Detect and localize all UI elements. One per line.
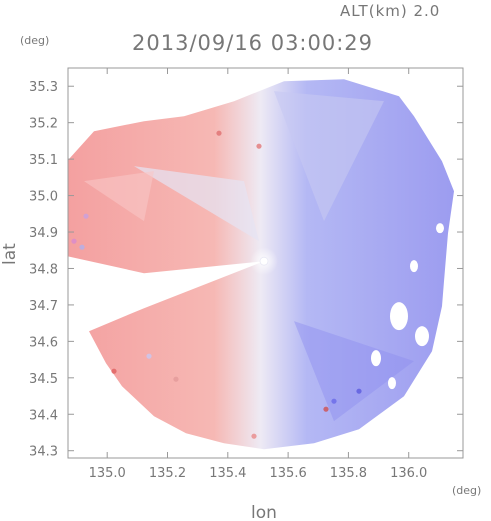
x-unit-label: (deg) bbox=[452, 484, 481, 497]
y-tick-label: 34.9 bbox=[29, 226, 58, 241]
x-axis-ticks: 135.0 135.2 135.4 135.6 135.8 136.0 bbox=[89, 68, 427, 481]
y-axis-label: lat bbox=[0, 243, 20, 265]
echo-speckle bbox=[79, 244, 85, 250]
echo-speckle bbox=[256, 143, 262, 149]
echo-speckle bbox=[331, 398, 337, 404]
y-tick-label: 35.2 bbox=[29, 117, 58, 132]
no-data-gap bbox=[389, 302, 408, 331]
x-tick-label: 135.6 bbox=[270, 466, 307, 481]
velocity-tint-patch bbox=[133, 166, 259, 242]
echo-speckle bbox=[356, 388, 362, 394]
echo-speckle bbox=[146, 353, 152, 359]
x-tick-label: 135.0 bbox=[89, 466, 126, 481]
x-tick-label: 135.4 bbox=[209, 466, 246, 481]
y-tick-label: 34.3 bbox=[29, 445, 58, 460]
echo-speckle bbox=[251, 433, 257, 439]
echo-speckle bbox=[323, 406, 329, 412]
no-data-gap bbox=[409, 260, 418, 273]
y-tick-label: 35.0 bbox=[29, 190, 58, 205]
echo-speckle bbox=[173, 376, 179, 382]
y-tick-label: 35.3 bbox=[29, 80, 58, 95]
y-axis-ticks: 34.3 34.4 34.5 34.6 34.7 34.8 34.9 35.0 35.1 35.2… bbox=[29, 80, 463, 460]
x-tick-label: 135.2 bbox=[149, 466, 186, 481]
x-tick-label: 136.0 bbox=[390, 466, 427, 481]
chart-title: 2013/09/16 03:00:29 bbox=[132, 31, 373, 55]
echo-speckle bbox=[71, 238, 77, 244]
velocity-tint-patch bbox=[83, 171, 154, 222]
doppler-velocity-field bbox=[68, 79, 454, 450]
y-tick-label: 35.1 bbox=[29, 153, 58, 168]
radar-site-marker bbox=[259, 256, 269, 266]
plot-frame bbox=[67, 67, 464, 459]
y-tick-label: 34.4 bbox=[29, 408, 58, 423]
no-data-gap bbox=[370, 350, 381, 367]
x-tick-label: 135.8 bbox=[330, 466, 367, 481]
echo-speckle bbox=[216, 130, 222, 136]
echo-speckle bbox=[111, 368, 117, 374]
y-tick-label: 34.8 bbox=[29, 262, 58, 277]
no-data-gap bbox=[387, 377, 396, 390]
y-tick-label: 34.5 bbox=[29, 372, 58, 387]
y-tick-label: 34.6 bbox=[29, 335, 58, 350]
x-axis-label: lon bbox=[251, 503, 277, 521]
altitude-label: ALT(km) 2.0 bbox=[340, 2, 440, 20]
echo-speckle bbox=[83, 213, 89, 219]
y-unit-label: (deg) bbox=[20, 34, 49, 47]
y-tick-label: 34.7 bbox=[29, 299, 58, 314]
velocity-tint-patch bbox=[293, 321, 414, 422]
no-data-gap bbox=[435, 223, 444, 234]
no-data-gap bbox=[414, 326, 429, 347]
velocity-tint-patch bbox=[273, 91, 384, 222]
